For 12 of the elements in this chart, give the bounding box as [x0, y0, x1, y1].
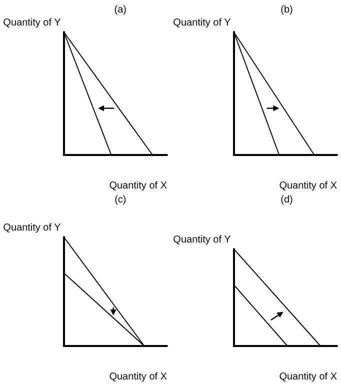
chart-title: (b) [280, 4, 293, 16]
x-axis-title: Quantity of X [109, 180, 168, 192]
x-axis-title: Quantity of X [279, 372, 338, 382]
y-axis-title: Quantity of Y [3, 222, 62, 234]
y-axis-title: Quantity of Y [173, 18, 232, 28]
x-axis-title: Quantity of X [279, 180, 338, 192]
chart-title: (a) [114, 4, 127, 16]
y-axis-title: Quantity of Y [3, 18, 62, 28]
x-axis-title: Quantity of X [109, 372, 168, 382]
chart-title: (d) [280, 194, 293, 206]
chart-title: (c) [114, 194, 126, 206]
y-axis-title: Quantity of Y [173, 234, 232, 246]
